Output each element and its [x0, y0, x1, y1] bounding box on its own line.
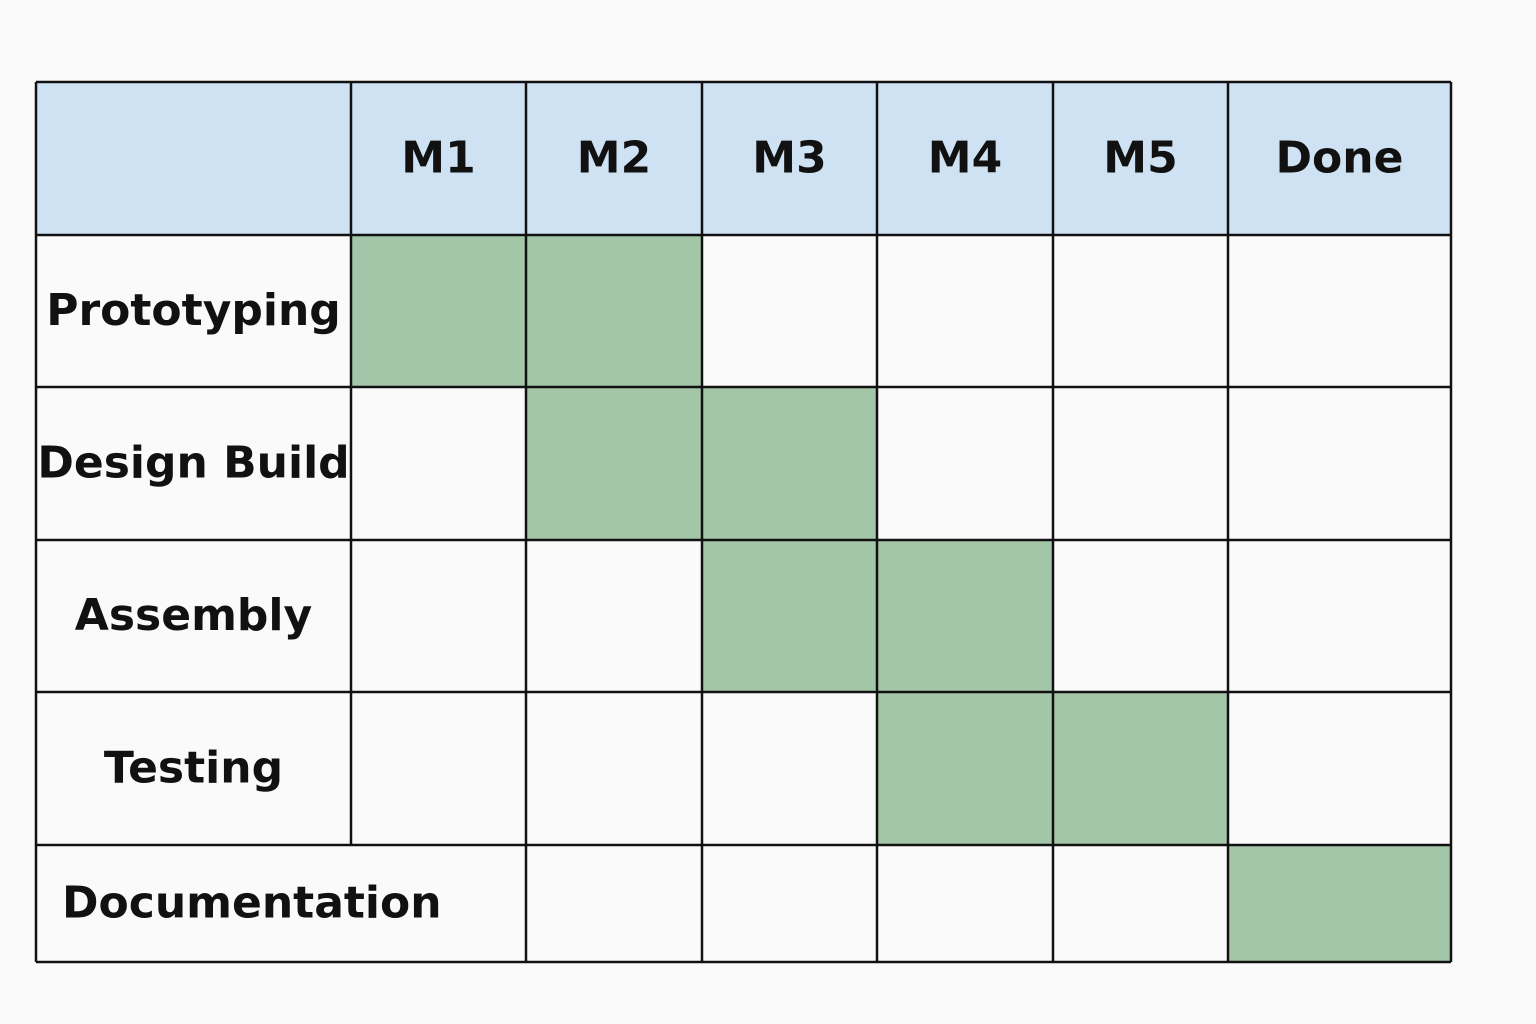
filled-cell: [1228, 845, 1451, 962]
column-header: M3: [752, 133, 826, 184]
filled-cell: [877, 692, 1053, 845]
filled-cell: [526, 387, 702, 540]
filled-cell: [702, 387, 877, 540]
row-label: Assembly: [75, 590, 312, 641]
column-header: M1: [401, 133, 475, 184]
column-header: M5: [1103, 133, 1177, 184]
column-header: M2: [577, 133, 651, 184]
filled-cell: [526, 235, 702, 387]
row-label: Documentation: [62, 878, 442, 929]
filled-cell: [1053, 692, 1228, 845]
row-label: Prototyping: [46, 285, 341, 336]
filled-cell: [877, 540, 1053, 692]
header-row: [36, 82, 1451, 235]
row-label: Design Build: [37, 438, 349, 489]
column-header: Done: [1276, 133, 1404, 184]
row-label: Testing: [104, 743, 283, 794]
filled-cell: [351, 235, 526, 387]
column-header: M4: [928, 133, 1002, 184]
filled-cell: [702, 540, 877, 692]
